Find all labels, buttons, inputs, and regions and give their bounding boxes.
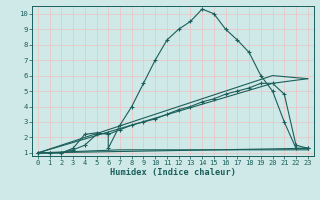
X-axis label: Humidex (Indice chaleur): Humidex (Indice chaleur): [110, 168, 236, 177]
